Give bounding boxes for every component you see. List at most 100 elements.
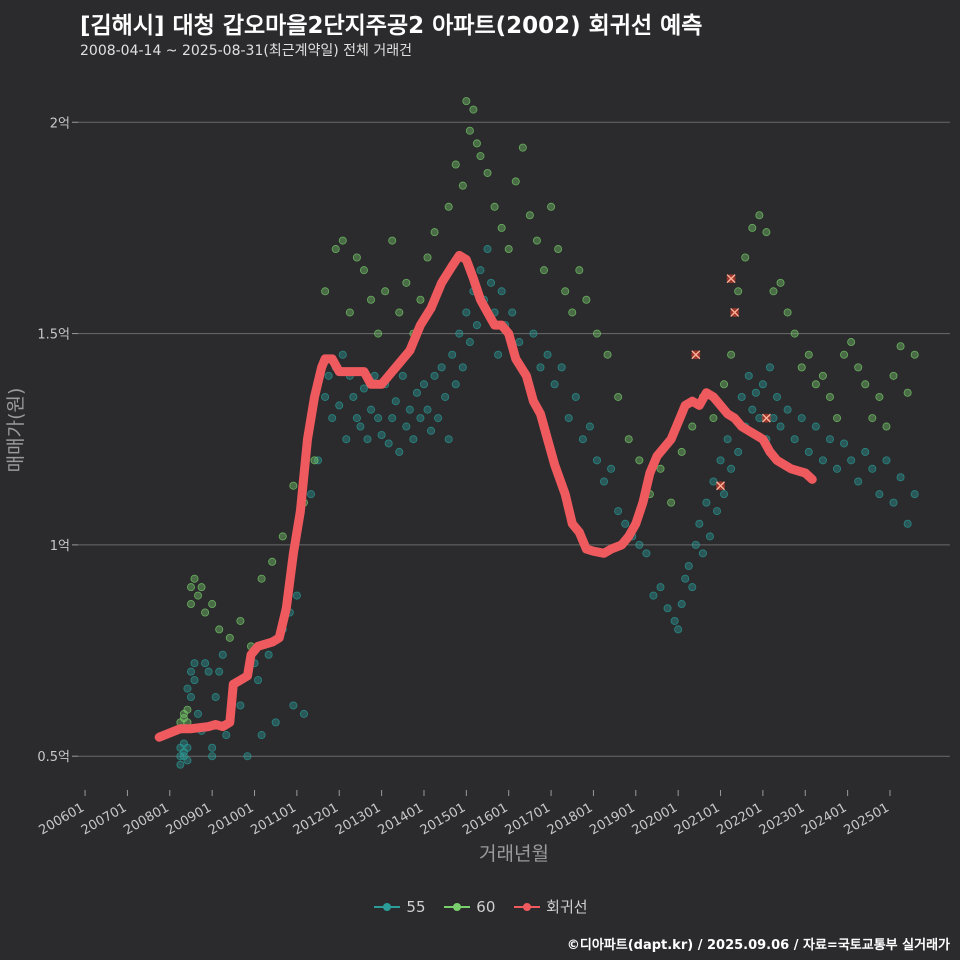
data-point xyxy=(684,562,693,571)
data-point xyxy=(818,456,827,465)
data-point xyxy=(497,223,506,232)
data-point xyxy=(635,540,644,549)
data-point xyxy=(462,308,471,317)
data-point xyxy=(854,477,863,486)
data-point xyxy=(352,253,361,262)
data-point xyxy=(797,414,806,423)
data-point xyxy=(377,430,386,439)
data-point xyxy=(741,253,750,262)
legend-key-60 xyxy=(442,897,472,917)
data-point xyxy=(190,676,199,685)
chart-title: [김해시] 대청 갑오마을2단지주공2 아파트(2002) 회귀선 예측 xyxy=(80,13,703,39)
source-caption: ©디아파트(dapt.kr) / 2025.09.06 / 자료=국토교통부 실… xyxy=(566,938,950,953)
data-point xyxy=(751,388,760,397)
data-point xyxy=(833,464,842,473)
data-point xyxy=(734,287,743,296)
data-point xyxy=(811,380,820,389)
data-point xyxy=(536,363,545,372)
data-point xyxy=(642,549,651,558)
data-point xyxy=(462,97,471,106)
data-point xyxy=(755,414,764,423)
data-point xyxy=(709,414,718,423)
data-point xyxy=(342,435,351,444)
data-point xyxy=(402,278,411,287)
data-point xyxy=(882,422,891,431)
data-point xyxy=(472,321,481,330)
y-tick-label: 1억 xyxy=(50,539,70,554)
data-point xyxy=(419,380,428,389)
data-point xyxy=(359,266,368,275)
data-point xyxy=(840,439,849,448)
data-point xyxy=(483,245,492,254)
data-point xyxy=(677,600,686,609)
data-point xyxy=(416,295,425,304)
data-point xyxy=(720,380,729,389)
data-point xyxy=(525,211,534,220)
data-point xyxy=(476,152,485,161)
data-point xyxy=(518,143,527,152)
x-tick-label: 202401 xyxy=(799,800,849,838)
data-point xyxy=(868,414,877,423)
data-point xyxy=(208,743,217,752)
data-point xyxy=(868,464,877,473)
data-point xyxy=(374,329,383,338)
data-point xyxy=(183,705,192,714)
data-point xyxy=(381,287,390,296)
data-point xyxy=(458,181,467,190)
data-point xyxy=(289,481,298,490)
x-tick-label: 201501 xyxy=(418,800,468,838)
data-point xyxy=(716,456,725,465)
data-point xyxy=(395,447,404,456)
data-point xyxy=(790,435,799,444)
legend-item-55: 55 xyxy=(372,897,426,917)
data-point xyxy=(497,287,506,296)
data-point xyxy=(402,422,411,431)
data-point xyxy=(681,574,690,583)
data-point xyxy=(783,405,792,414)
data-point xyxy=(367,295,376,304)
data-point xyxy=(532,236,541,245)
x-tick-label: 201601 xyxy=(460,800,510,838)
data-point xyxy=(310,456,319,465)
data-point xyxy=(769,287,778,296)
data-point xyxy=(698,549,707,558)
legend-item-regression: 회귀선 xyxy=(512,896,588,917)
data-point xyxy=(607,464,616,473)
data-point xyxy=(201,608,210,617)
chart-subtitle: 2008-04-14 ~ 2025-08-31(최근계약일) 전체 거래건 xyxy=(80,43,412,59)
data-point xyxy=(811,422,820,431)
data-point xyxy=(292,591,301,600)
data-point xyxy=(183,756,192,765)
data-point xyxy=(776,278,785,287)
data-point xyxy=(896,342,905,351)
data-point xyxy=(504,245,513,254)
data-point xyxy=(345,308,354,317)
data-point xyxy=(458,363,467,372)
data-point xyxy=(430,371,439,380)
grid-lines xyxy=(72,121,950,796)
data-point xyxy=(254,676,263,685)
data-point xyxy=(882,456,891,465)
data-point xyxy=(578,435,587,444)
data-point xyxy=(790,329,799,338)
data-point xyxy=(508,308,517,317)
data-point xyxy=(702,498,711,507)
data-point xyxy=(405,405,414,414)
data-point xyxy=(264,650,273,659)
x-tick-label: 200901 xyxy=(164,800,214,838)
data-point xyxy=(727,464,736,473)
legend-label-55: 55 xyxy=(406,897,426,916)
legend: 55 60 회귀선 xyxy=(0,896,960,921)
x-tick-label: 201901 xyxy=(587,800,637,838)
data-point xyxy=(748,405,757,414)
x-tick-label: 201201 xyxy=(291,800,341,838)
data-point xyxy=(765,363,774,372)
data-point xyxy=(183,684,192,693)
data-point xyxy=(561,287,570,296)
data-point xyxy=(384,439,393,448)
data-point xyxy=(547,202,556,211)
data-point xyxy=(321,287,330,296)
data-point xyxy=(861,447,870,456)
data-point xyxy=(635,456,644,465)
